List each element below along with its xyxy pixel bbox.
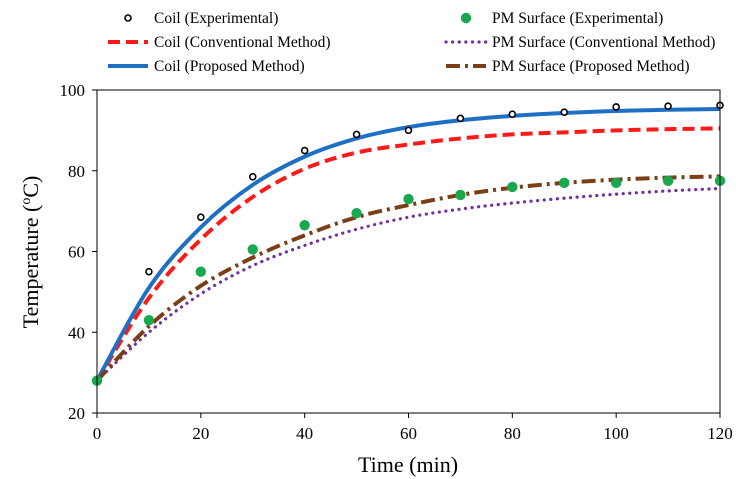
legend-label: PM Surface (Proposed Method) bbox=[492, 58, 690, 75]
data-point-coil-experimental bbox=[613, 104, 619, 110]
x-tick-label: 0 bbox=[93, 424, 102, 443]
y-tick-label: 40 bbox=[68, 323, 85, 342]
legend-item-pm-surface-conventional-method: PM Surface (Conventional Method) bbox=[446, 34, 715, 51]
legend-label: PM Surface (Conventional Method) bbox=[492, 34, 715, 51]
series-line-pm-surface-proposed-method bbox=[97, 176, 720, 380]
legend-item-coil-proposed-method: Coil (Proposed Method) bbox=[108, 58, 305, 75]
data-point-pm-surface-experimental bbox=[299, 220, 309, 230]
plot-area: 0 20 40 60 80 100 120 20 40 60 80 100 bbox=[60, 81, 733, 443]
data-point-coil-experimental bbox=[509, 111, 515, 117]
x-axis-title: Time (min) bbox=[358, 452, 458, 477]
y-tick-label: 60 bbox=[68, 243, 85, 262]
legend-label: Coil (Experimental) bbox=[154, 10, 278, 27]
data-point-pm-surface-experimental bbox=[351, 208, 361, 218]
data-point-pm-surface-experimental bbox=[507, 182, 517, 192]
data-point-pm-surface-experimental bbox=[611, 178, 621, 188]
x-tick-label: 100 bbox=[603, 424, 629, 443]
data-point-pm-surface-experimental bbox=[403, 194, 413, 204]
legend-swatch bbox=[461, 13, 471, 23]
legend-label: Coil (Conventional Method) bbox=[154, 34, 331, 51]
data-point-coil-experimental bbox=[561, 109, 567, 115]
legend-swatch bbox=[125, 15, 131, 21]
legend-item-coil-conventional-method: Coil (Conventional Method) bbox=[108, 34, 331, 51]
data-point-coil-experimental bbox=[457, 115, 463, 121]
data-point-coil-experimental bbox=[250, 174, 256, 180]
x-tick-label: 20 bbox=[192, 424, 209, 443]
legend-label: Coil (Proposed Method) bbox=[154, 58, 305, 75]
series-line-coil-proposed-method bbox=[97, 109, 720, 381]
y-axis-title-degree: o bbox=[19, 198, 34, 205]
data-point-coil-experimental bbox=[406, 127, 412, 133]
x-tick-label: 60 bbox=[400, 424, 417, 443]
series-line-coil-conventional-method bbox=[97, 128, 720, 380]
data-point-coil-experimental bbox=[146, 269, 152, 275]
data-point-pm-surface-experimental bbox=[196, 266, 206, 276]
plot-border bbox=[97, 90, 720, 413]
data-point-pm-surface-experimental bbox=[144, 315, 154, 325]
y-axis-title-main: Temperature ( bbox=[18, 205, 43, 329]
y-tick-label: 20 bbox=[68, 404, 85, 423]
y-axis-title: Temperature (oC) bbox=[18, 176, 43, 329]
legend-item-pm-surface-experimental: PM Surface (Experimental) bbox=[461, 10, 664, 27]
data-point-coil-experimental bbox=[198, 214, 204, 220]
x-tick-label: 120 bbox=[707, 424, 733, 443]
legend-label: PM Surface (Experimental) bbox=[492, 10, 663, 27]
data-point-pm-surface-experimental bbox=[455, 190, 465, 200]
data-point-coil-experimental bbox=[302, 148, 308, 154]
data-point-coil-experimental bbox=[665, 103, 671, 109]
axes-layer: 0 20 40 60 80 100 120 20 40 60 80 100 bbox=[60, 81, 733, 443]
data-point-pm-surface-experimental bbox=[248, 244, 258, 254]
legend-item-pm-surface-proposed-method: PM Surface (Proposed Method) bbox=[446, 58, 690, 75]
x-tick-label: 80 bbox=[504, 424, 521, 443]
data-point-pm-surface-experimental bbox=[559, 178, 569, 188]
y-tick-label: 100 bbox=[60, 81, 86, 100]
legend: Coil (Experimental) PM Surface (Experimen… bbox=[108, 10, 715, 75]
x-tick-label: 40 bbox=[296, 424, 313, 443]
y-tick-label: 80 bbox=[68, 162, 85, 181]
data-point-pm-surface-experimental bbox=[663, 176, 673, 186]
series-layer bbox=[92, 102, 725, 386]
legend-item-coil-experimental: Coil (Experimental) bbox=[125, 10, 278, 27]
series-line-pm-surface-conventional-method bbox=[97, 189, 720, 381]
y-axis-title-unit: C) bbox=[18, 176, 43, 198]
data-point-coil-experimental bbox=[354, 131, 360, 137]
